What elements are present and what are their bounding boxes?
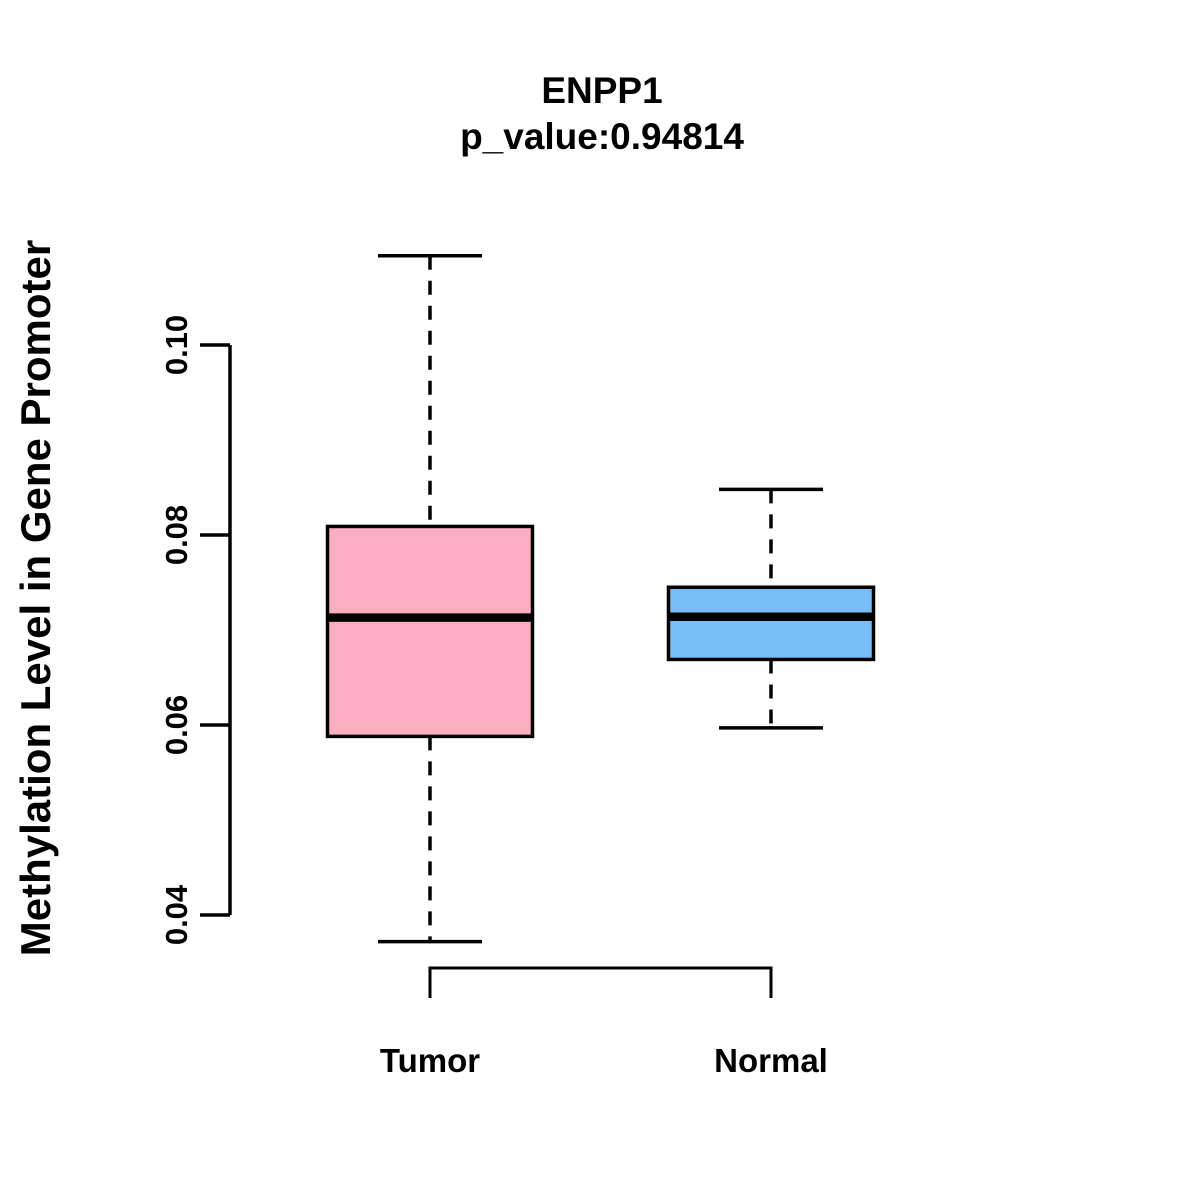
box-iqr (325, 524, 535, 739)
boxplot-normal (666, 487, 876, 730)
boxes-layer (325, 253, 876, 944)
x-axis-bracket (428, 966, 773, 998)
x-axis: Tumor Normal (380, 966, 828, 1079)
y-axis-label: Methylation Level in Gene Promoter (12, 240, 59, 956)
box-iqr (666, 585, 876, 662)
y-axis-tick-label: 0.10 (159, 315, 194, 375)
y-axis-tick-label: 0.08 (159, 505, 194, 565)
x-category-label: Normal (714, 1042, 828, 1079)
chart-title: ENPP1 (541, 70, 662, 111)
chart-subtitle: p_value:0.94814 (460, 116, 744, 157)
boxplot-tumor (325, 253, 535, 944)
y-axis-tick-label: 0.04 (159, 884, 194, 945)
x-category-label: Tumor (380, 1042, 480, 1079)
y-axis-tick-label: 0.06 (159, 695, 194, 755)
y-axis: 0.04 0.06 0.08 0.10 (159, 315, 232, 945)
